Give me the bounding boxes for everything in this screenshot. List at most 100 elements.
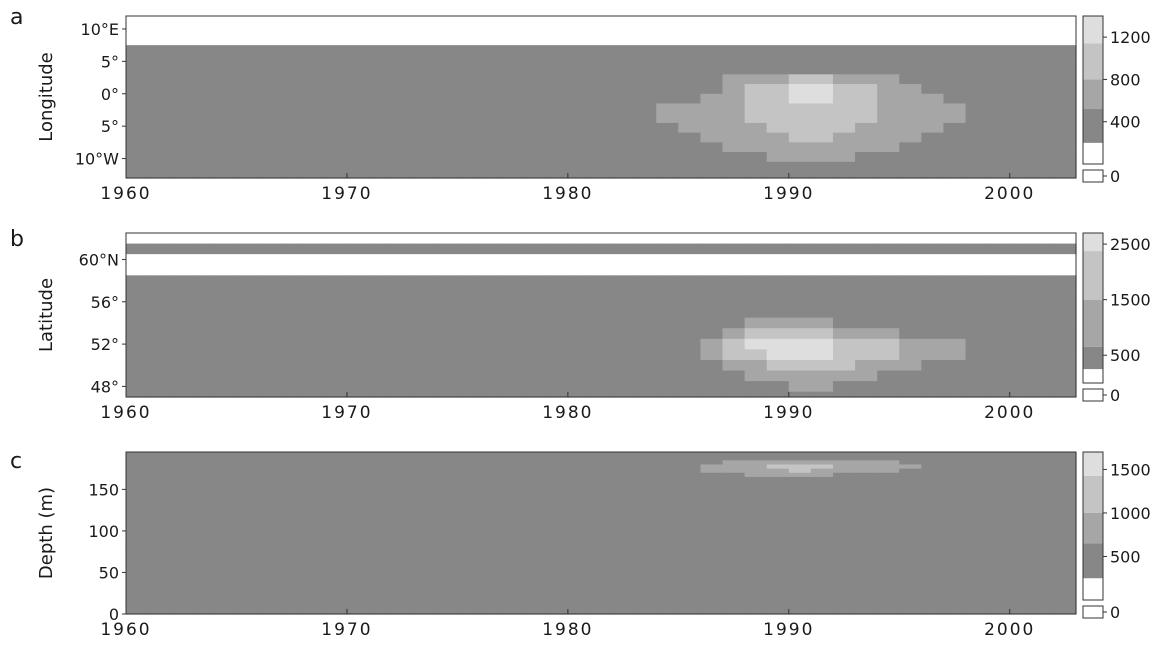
heatmap-cell: [214, 45, 238, 56]
heatmap-cell: [722, 530, 746, 536]
heatmap-cell: [656, 597, 679, 603]
heatmap-cell: [302, 74, 326, 85]
heatmap-cell: [589, 568, 613, 574]
heatmap-cell: [1053, 597, 1077, 603]
heatmap-cell: [391, 605, 414, 611]
heatmap-cell: [1031, 564, 1055, 569]
heatmap-cell: [369, 254, 392, 266]
heatmap-cell: [479, 456, 503, 461]
heatmap-cell: [788, 233, 812, 245]
heatmap-cell: [1031, 547, 1055, 553]
y-tick-label: 0°: [101, 85, 119, 104]
heatmap-cell: [810, 93, 834, 105]
heatmap-cell: [1053, 506, 1077, 511]
heatmap-cell: [214, 468, 238, 474]
heatmap-cell: [501, 568, 525, 574]
heatmap-cell: [965, 460, 989, 466]
heatmap-cell: [501, 132, 525, 143]
heatmap-cell: [346, 568, 370, 574]
heatmap-cell: [148, 584, 171, 590]
heatmap-cell: [965, 576, 989, 582]
heatmap-cell: [214, 489, 238, 495]
heatmap-cell: [700, 497, 724, 503]
heatmap-cell: [1053, 589, 1077, 594]
heatmap-cell: [435, 152, 458, 163]
heatmap-cell: [921, 285, 945, 298]
heatmap-cell: [567, 64, 591, 75]
heatmap-cell: [987, 152, 1011, 163]
heatmap-cell: [435, 254, 458, 266]
heatmap-cell: [766, 551, 790, 557]
heatmap-cell: [369, 501, 392, 507]
heatmap-cell: [855, 35, 878, 46]
heatmap-cell: [258, 349, 282, 361]
heatmap-cell: [943, 464, 967, 470]
heatmap-cell: [479, 317, 503, 329]
heatmap-cell: [479, 113, 503, 124]
heatmap-cell: [214, 285, 238, 298]
heatmap-cell: [612, 584, 635, 590]
heatmap-cell: [413, 543, 436, 549]
heatmap-cell: [369, 103, 392, 114]
heatmap-cell: [1031, 514, 1055, 520]
heatmap-cell: [810, 132, 834, 143]
heatmap-cell: [722, 381, 746, 393]
heatmap-cell: [700, 103, 724, 114]
heatmap-cell: [1053, 464, 1077, 470]
heatmap-cell: [589, 54, 613, 66]
heatmap-cell: [1009, 543, 1033, 549]
heatmap-cell: [280, 45, 304, 56]
heatmap-cell: [170, 568, 193, 574]
heatmap-cell: [832, 576, 856, 582]
heatmap-cell: [148, 161, 171, 173]
heatmap-cell: [369, 296, 392, 308]
heatmap-cell: [545, 510, 569, 515]
heatmap-cell: [324, 493, 348, 499]
heatmap-cell: [413, 551, 436, 557]
heatmap-cell: [877, 464, 900, 470]
heatmap-cell: [1009, 285, 1033, 298]
heatmap-cell: [700, 481, 724, 486]
heatmap-cell: [214, 460, 238, 466]
heatmap-cell: [457, 580, 481, 586]
heatmap-cell: [479, 476, 503, 482]
heatmap-cell: [369, 468, 392, 474]
heatmap-cell: [324, 501, 348, 507]
heatmap-cell: [170, 25, 193, 37]
heatmap-cell: [700, 142, 724, 153]
heatmap-cell: [965, 391, 989, 398]
heatmap-cell: [435, 576, 458, 582]
heatmap-cell: [810, 64, 834, 75]
heatmap-cell: [921, 493, 945, 499]
heatmap-cell: [855, 535, 878, 540]
heatmap-cell: [810, 489, 834, 495]
heatmap-cell: [744, 359, 768, 372]
heatmap-cell: [722, 370, 746, 382]
heatmap-cell: [832, 522, 856, 528]
heatmap-cell: [656, 576, 679, 582]
heatmap-cell: [788, 370, 812, 382]
heatmap-cell: [678, 254, 702, 266]
heatmap-cell: [965, 560, 989, 565]
heatmap-cell: [744, 464, 768, 470]
heatmap-cell: [921, 349, 945, 361]
heatmap-cell: [258, 243, 282, 255]
heatmap-cell: [501, 526, 525, 532]
heatmap-cell: [413, 547, 436, 553]
heatmap-cell: [369, 452, 392, 457]
heatmap-cell: [589, 593, 613, 598]
heatmap-cell: [766, 359, 790, 372]
heatmap-cell: [965, 510, 989, 515]
heatmap-cell: [479, 601, 503, 607]
heatmap-cell: [457, 103, 481, 114]
heatmap-cell: [302, 497, 326, 503]
heatmap-cell: [987, 589, 1011, 594]
heatmap-cell: [280, 464, 304, 470]
heatmap-cell: [214, 35, 238, 46]
heatmap-cell: [170, 597, 193, 603]
heatmap-cell: [832, 264, 856, 276]
heatmap-cell: [965, 171, 989, 179]
heatmap-cell: [744, 152, 768, 163]
heatmap-cell: [810, 605, 834, 611]
heatmap-cell: [899, 93, 922, 105]
